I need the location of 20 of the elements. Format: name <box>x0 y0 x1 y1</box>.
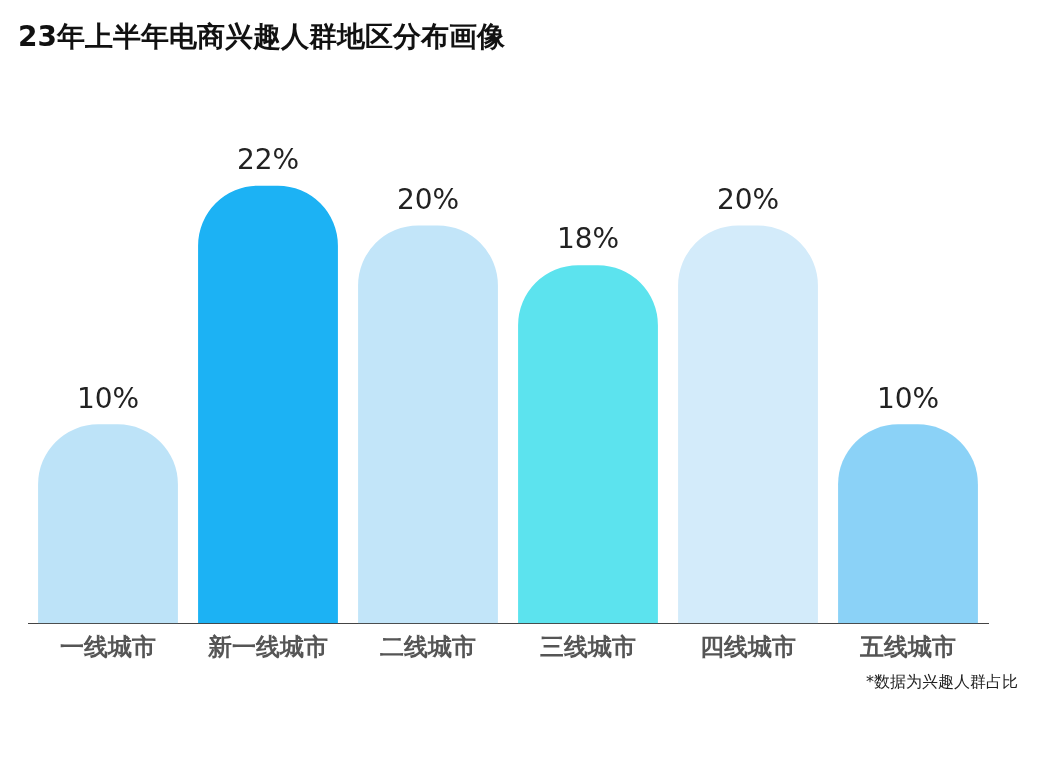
data-label: 10% <box>76 381 140 415</box>
bar <box>678 225 818 624</box>
data-label: 20% <box>716 182 780 216</box>
text: *数据为兴趣人群占比 <box>865 672 1018 693</box>
x-tick-label: 二线城市 <box>380 632 476 661</box>
data-label: 18% <box>556 222 620 256</box>
x-tick-label: 一线城市 <box>60 632 156 661</box>
data-label: 10% <box>876 381 940 415</box>
x-tick-label: 新一线城市 <box>207 632 328 661</box>
data-label: 22% <box>236 142 300 176</box>
bar <box>518 265 658 624</box>
bar <box>38 424 178 624</box>
x-tick-label: 四线城市 <box>700 632 796 661</box>
x-tick-label: 五线城市 <box>859 632 956 661</box>
x-tick-label: 三线城市 <box>540 632 636 661</box>
chart-title: 23年上半年电商兴趣人群地区分布画像 <box>18 19 506 55</box>
data-label: 20% <box>396 182 460 216</box>
bar <box>358 225 498 624</box>
bar <box>838 424 978 624</box>
bar <box>198 185 338 624</box>
